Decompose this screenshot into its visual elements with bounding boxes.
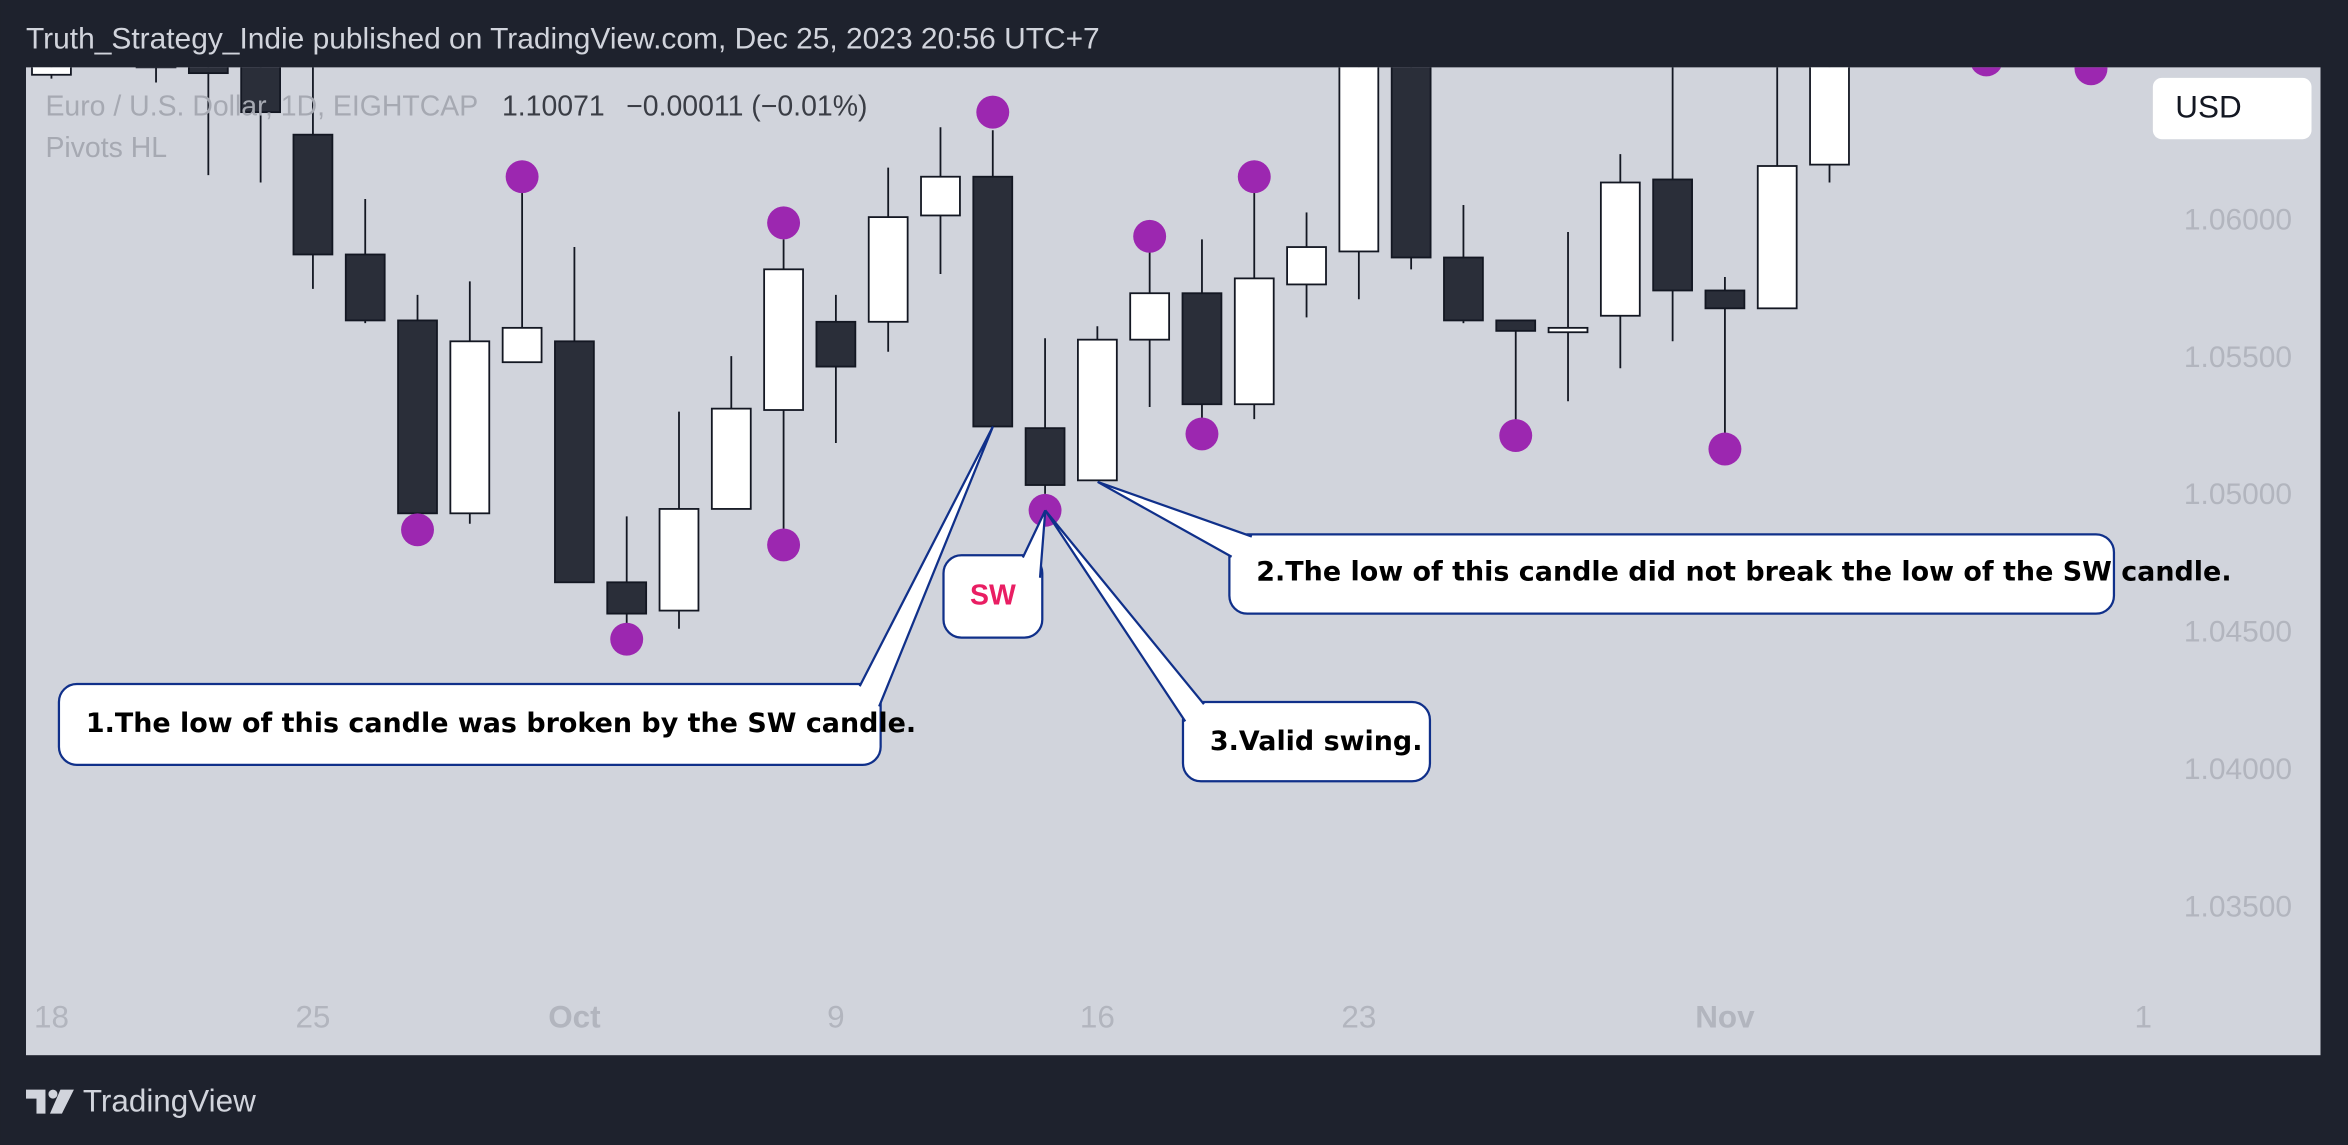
candle-body	[31, 67, 72, 76]
candle-body	[501, 326, 543, 364]
candle-body	[1390, 67, 1432, 259]
header: Truth_Strategy_Indie published on Tradin…	[26, 22, 1100, 55]
sw-box	[942, 554, 1044, 639]
candle-body	[658, 508, 700, 612]
y-tick-label: 1.05500	[2184, 341, 2292, 374]
x-tick-label: 18	[34, 1000, 69, 1035]
pivot-dot	[1133, 219, 1167, 253]
x-tick-label: Nov	[1695, 1000, 1755, 1035]
candle-body	[1756, 165, 1798, 310]
symbol-legend: Euro / U.S. Dollar, 1D, EIGHTCAP	[45, 90, 478, 122]
y-tick-label: 1.04000	[2184, 753, 2292, 786]
candle-body	[1181, 292, 1223, 406]
candle-body	[972, 175, 1014, 428]
candle-body	[292, 133, 334, 256]
x-tick-label: 16	[1080, 1000, 1115, 1035]
last-price: 1.10071	[502, 90, 605, 122]
candle-body	[449, 340, 491, 515]
sw-label: SW	[970, 580, 1016, 612]
footer-brand: TradingView	[83, 1083, 256, 1118]
candle-body	[1286, 246, 1327, 286]
callout-text: 3.Valid swing.	[1210, 726, 1423, 757]
candle-body	[344, 253, 386, 322]
callout-box	[1181, 700, 1432, 783]
pivot-dot	[767, 528, 801, 562]
candle-body	[1652, 178, 1693, 292]
candle-body	[1233, 277, 1275, 406]
pivot-dot	[2074, 67, 2108, 86]
callout-pointer	[858, 426, 994, 707]
candle-body	[1443, 256, 1484, 322]
callout-text: 1.The low of this candle was broken by t…	[86, 708, 916, 739]
callout-pointer	[1097, 480, 1253, 558]
pivot-dot	[401, 513, 434, 547]
pivot-dot	[610, 622, 644, 656]
currency-label[interactable]: USD	[2175, 90, 2241, 125]
pivot-dot	[505, 160, 539, 194]
indicator-legend: Pivots HL	[45, 132, 167, 164]
currency-button[interactable]	[2152, 77, 2312, 140]
candle-body	[815, 320, 857, 368]
x-tick-label: 23	[1341, 1000, 1376, 1035]
callout-text: 2.The low of this candle did not break t…	[1256, 557, 2231, 588]
candle-body	[710, 407, 752, 510]
candle-body	[606, 581, 648, 615]
x-tick-label: Oct	[548, 1000, 601, 1035]
candle-body	[240, 67, 281, 114]
candle-body	[920, 175, 961, 217]
candle-body	[1599, 181, 1641, 317]
callout-box	[1228, 533, 2116, 615]
x-tick-label: 1	[2135, 1000, 2152, 1035]
candle-body	[554, 340, 595, 584]
pivot-dot	[1237, 160, 1271, 194]
candle-body	[1495, 319, 1537, 332]
candle-body	[867, 216, 909, 323]
sw-pointer	[1021, 509, 1047, 578]
pivot-dot	[1971, 67, 2002, 77]
y-tick-label: 1.05000	[2184, 478, 2292, 511]
candle-body	[1338, 67, 1380, 253]
candle-body	[1024, 427, 1066, 486]
candle-body	[187, 67, 229, 75]
candle-body	[1704, 289, 1746, 310]
y-tick-label: 1.03500	[2184, 890, 2292, 923]
x-tick-label: 9	[827, 1000, 844, 1035]
price-change: −0.00011 (−0.01%)	[626, 90, 867, 122]
candle-body	[1547, 326, 1589, 334]
candle-body	[397, 319, 438, 515]
y-tick-label: 1.06000	[2184, 203, 2292, 236]
candle-body	[763, 268, 804, 411]
footer-logo	[26, 1089, 74, 1114]
candle-body	[1129, 292, 1171, 341]
pivot-dot	[1708, 432, 1742, 466]
candle-body	[1077, 338, 1118, 482]
y-tick-label: 1.04500	[2184, 616, 2292, 649]
pivot-dot	[976, 95, 1010, 129]
pivot-dot	[1185, 417, 1219, 451]
pivot-dot	[767, 206, 801, 240]
x-tick-label: 25	[295, 1000, 330, 1035]
candle-body	[1809, 67, 1850, 166]
pivot-dot	[1499, 419, 1533, 453]
callout-box	[57, 682, 882, 766]
